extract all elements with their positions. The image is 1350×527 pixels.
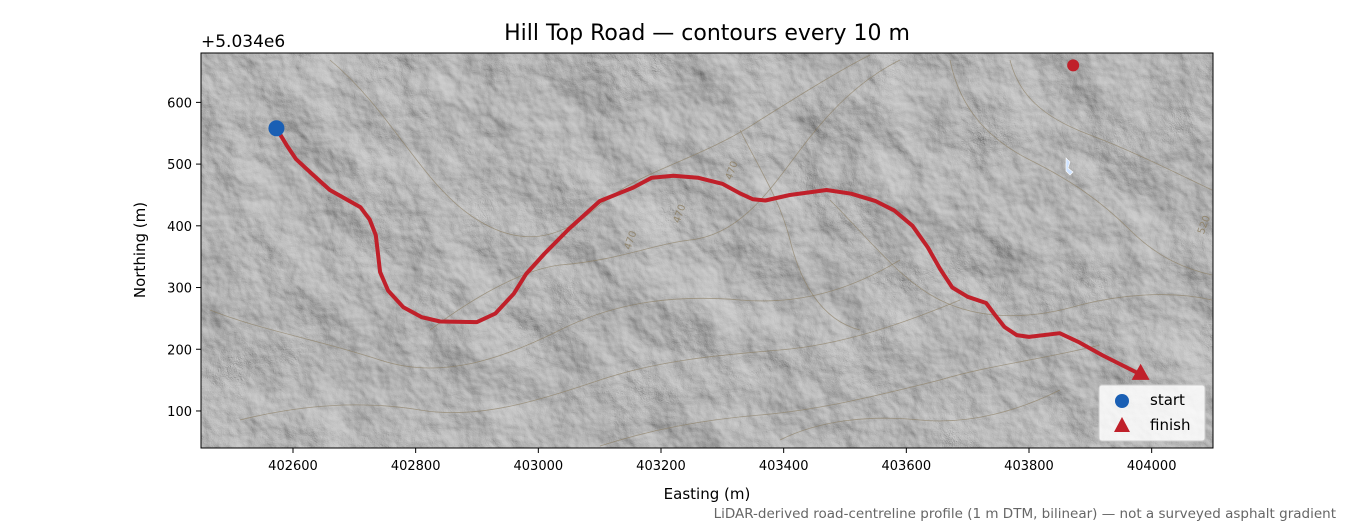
x-tick-label: 404000: [1127, 459, 1177, 474]
x-tick-label: 403000: [514, 459, 564, 474]
x-tick-label: 403400: [759, 459, 809, 474]
x-tick-label: 403600: [882, 459, 932, 474]
poi-marker-2: [1067, 59, 1080, 72]
y-tick-label: 600: [167, 96, 192, 111]
y-tick-label: 300: [167, 282, 192, 297]
road-centreline: [274, 126, 1142, 376]
pond-feature: [1065, 157, 1074, 176]
route-markers: [268, 59, 1150, 380]
y-tick-label: 500: [167, 158, 192, 173]
legend: start finish: [1098, 384, 1206, 442]
legend-start-label: start: [1150, 391, 1185, 409]
plot-frame: [200, 52, 1214, 449]
chart-title: Hill Top Road — contours every 10 m: [504, 21, 910, 46]
x-axis: 402600 402800 403000 403200 403400 403600 4038…: [268, 448, 1176, 474]
y-tick-label: 100: [167, 405, 192, 420]
legend-finish-label: finish: [1150, 416, 1190, 434]
legend-finish-marker: [1114, 417, 1130, 432]
y-tick-label: 400: [167, 220, 192, 235]
x-tick-label: 403200: [636, 459, 686, 474]
y-offset-label: +5.034e6: [201, 32, 285, 52]
x-axis-label: Easting (m): [664, 485, 751, 503]
y-axis: 100 200 300 400 500 600: [167, 96, 201, 420]
x-tick-label: 402600: [268, 459, 318, 474]
start-marker: [268, 120, 285, 137]
y-tick-label: 200: [167, 343, 192, 358]
caption: LiDAR-derived road-centreline profile (1…: [714, 506, 1336, 522]
x-tick-label: 403800: [1004, 459, 1054, 474]
legend-start-marker: [1115, 394, 1129, 408]
y-axis-label: Northing (m): [131, 202, 149, 298]
contour-lines: [209, 54, 1213, 447]
hillshade-raster: [201, 53, 1213, 448]
x-tick-label: 402800: [391, 459, 441, 474]
finish-marker: [1131, 363, 1150, 380]
